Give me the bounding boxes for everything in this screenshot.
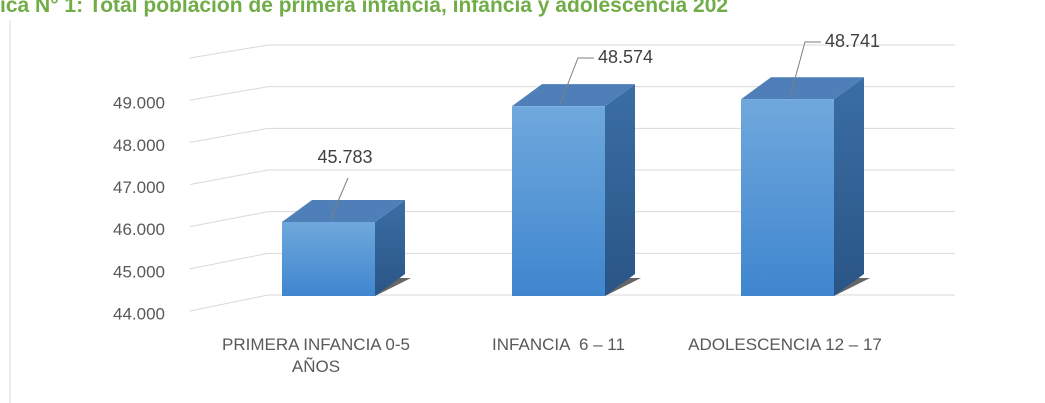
bar-top	[741, 77, 864, 100]
bar-top	[512, 84, 635, 107]
grid-line	[189, 169, 955, 185]
y-tick-label: 48.000	[113, 136, 165, 155]
bar-top	[282, 200, 405, 223]
leader-line	[329, 177, 349, 221]
grid-line	[189, 86, 955, 101]
x-tick-label: ADOLESCENCIA 12 – 17	[688, 335, 882, 354]
y-tick-label: 44.000	[113, 304, 165, 323]
bar	[512, 106, 605, 296]
data-label: 48.574	[598, 47, 653, 67]
y-tick-label: 45.000	[113, 262, 165, 281]
bar-side	[375, 200, 405, 296]
grid-line	[189, 252, 955, 270]
bar-side	[834, 77, 864, 296]
x-tick-label: PRIMERA INFANCIA 0-5 AÑOS	[222, 335, 414, 376]
bar	[741, 99, 834, 296]
grid-line	[189, 44, 955, 59]
y-tick-label: 47.000	[113, 178, 165, 197]
grid-line	[189, 294, 955, 312]
leader-line	[559, 57, 594, 105]
y-tick-label: 46.000	[113, 220, 165, 239]
bar	[282, 222, 375, 296]
grid-line	[189, 127, 955, 143]
bar-side	[605, 84, 635, 296]
chart-title: ica N° 1: Total población de primera inf…	[0, 0, 729, 17]
x-tick-label: INFANCIA 6 – 11	[492, 335, 625, 354]
leader-line	[789, 41, 821, 98]
y-tick-label: 49.000	[113, 94, 165, 113]
data-label: 48.741	[825, 31, 880, 51]
data-label: 45.783	[317, 147, 372, 167]
grid-line	[189, 211, 955, 228]
